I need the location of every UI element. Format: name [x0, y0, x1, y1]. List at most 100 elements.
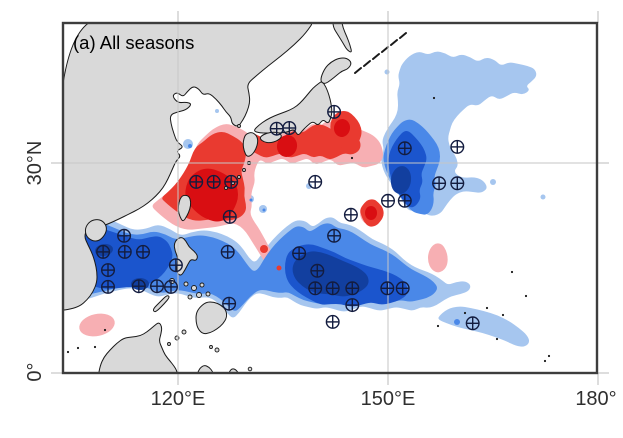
kuril-island-dash [354, 67, 362, 74]
station-marker [465, 316, 480, 331]
blue-light-spot [306, 183, 312, 189]
station-marker [117, 228, 132, 243]
island-speck [350, 156, 354, 160]
small-island [187, 294, 193, 300]
land-hokkaido [320, 57, 352, 84]
station-marker [269, 121, 284, 136]
small-island [196, 292, 202, 298]
blue-light-spot [215, 109, 219, 113]
small-island [237, 175, 241, 179]
red-dark-inland-sea [276, 135, 298, 157]
red-light-southwest [79, 313, 115, 337]
station-marker [222, 296, 237, 311]
station-marker [395, 281, 410, 296]
small-island [214, 347, 220, 353]
land-borneo [98, 322, 178, 373]
station-marker [432, 176, 447, 191]
blue-mid-spot [454, 319, 460, 325]
station-marker [380, 281, 395, 296]
island-speck [510, 270, 514, 274]
x-tick-label-180: 180° [575, 388, 616, 410]
station-marker [117, 244, 132, 259]
island-speck [501, 313, 505, 317]
red-light-east-kidney [428, 243, 448, 273]
small-island [191, 285, 197, 291]
station-marker [292, 246, 307, 261]
blue-light-spot [183, 139, 193, 149]
island-speck [543, 359, 547, 363]
station-marker [135, 244, 150, 259]
station-marker [149, 279, 164, 294]
station-marker [189, 174, 204, 189]
blue-light-southeast-ellipse [438, 306, 530, 347]
island-speck [524, 294, 528, 298]
station-marker [224, 174, 239, 189]
red-mid-spot [276, 265, 282, 271]
kuril-island-dash [381, 46, 389, 53]
blue-darkest-northeast [390, 166, 412, 194]
station-marker [325, 314, 340, 329]
island-speck [103, 328, 107, 332]
blue-mid-spot [249, 198, 253, 202]
y-tick-label-30n: 30°N [24, 141, 46, 186]
red-dark-east-lobe [333, 119, 351, 137]
small-island [199, 282, 205, 288]
island-speck [432, 96, 436, 100]
station-marker [345, 281, 360, 296]
land-palawan [152, 295, 170, 313]
land-taiwan [177, 194, 192, 222]
station-marker [168, 258, 183, 273]
station-marker [220, 244, 235, 259]
land-hainan [84, 219, 107, 242]
station-marker [327, 104, 342, 119]
blue-light-spot [384, 69, 390, 75]
land-sakhalin [332, 23, 352, 53]
island-speck [547, 354, 551, 358]
station-marker [282, 120, 297, 135]
station-marker [450, 176, 465, 191]
station-marker [131, 279, 146, 294]
small-island [183, 281, 189, 287]
station-marker [450, 139, 465, 154]
island-speck [485, 306, 489, 310]
station-marker [345, 298, 360, 313]
small-island [242, 168, 246, 172]
station-marker [96, 244, 111, 259]
kuril-island-dash [399, 32, 407, 39]
kuril-island-dash [372, 53, 380, 60]
station-marker [343, 207, 358, 222]
red-dark-southeast-core [365, 206, 377, 220]
panel-title: (a) All seasons [73, 32, 194, 53]
station-marker [308, 174, 323, 189]
blue-mid-spot [188, 144, 192, 148]
small-island [205, 291, 211, 297]
station-marker [381, 193, 396, 208]
blue-dark-west-core [74, 229, 173, 289]
island-speck [436, 324, 440, 328]
blue-light-spot [540, 194, 546, 200]
station-marker [397, 141, 412, 156]
station-marker [100, 263, 115, 278]
blue-light-spot [490, 179, 496, 185]
plot-frame [61, 21, 599, 375]
station-marker [100, 279, 115, 294]
red-mid-spot [260, 245, 268, 253]
station-marker [222, 209, 237, 224]
station-marker [325, 281, 340, 296]
blue-darkest-east [292, 251, 369, 297]
small-island [181, 329, 187, 335]
small-island [167, 342, 171, 346]
station-marker [310, 263, 325, 278]
island-speck [495, 337, 499, 341]
land-layers [63, 23, 551, 373]
station-marker [327, 228, 342, 243]
kuril-island-dash [390, 39, 398, 46]
station-marker [397, 193, 412, 208]
island-speck [76, 346, 80, 350]
island-speck [93, 345, 97, 349]
island-speck [463, 311, 467, 315]
land-mindanao [195, 301, 228, 335]
land-asia-mainland [63, 23, 313, 311]
small-island [209, 345, 213, 349]
